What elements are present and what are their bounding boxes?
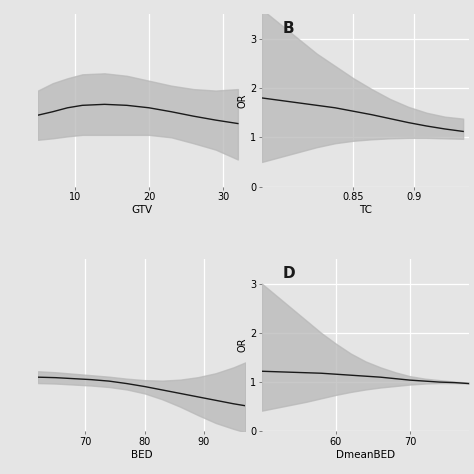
X-axis label: BED: BED	[131, 450, 153, 460]
X-axis label: DmeanBED: DmeanBED	[336, 450, 395, 460]
Text: D: D	[283, 266, 295, 281]
Y-axis label: OR: OR	[237, 338, 247, 352]
X-axis label: TC: TC	[359, 205, 372, 215]
X-axis label: GTV: GTV	[131, 205, 152, 215]
Y-axis label: OR: OR	[237, 93, 247, 108]
Text: B: B	[283, 21, 294, 36]
